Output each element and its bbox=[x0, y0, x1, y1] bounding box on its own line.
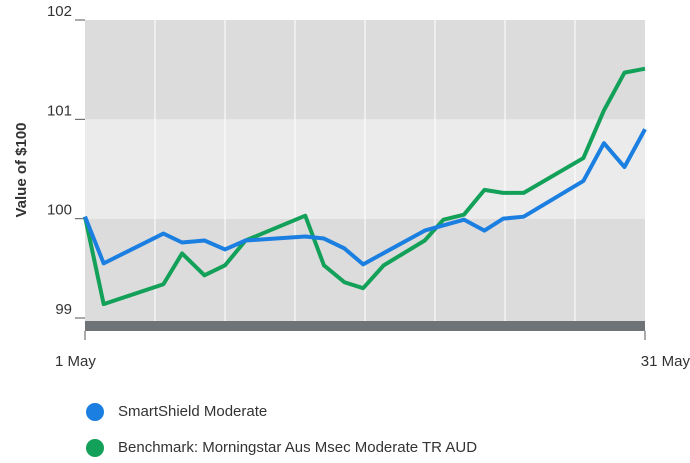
y-tick-label: 100 bbox=[47, 202, 72, 219]
y-axis-label: Value of $100 bbox=[13, 122, 30, 217]
legend-swatch bbox=[86, 439, 104, 457]
x-axis-bar bbox=[85, 321, 645, 331]
legend-label: Benchmark: Morningstar Aus Msec Moderate… bbox=[118, 439, 477, 456]
legend-label: SmartShield Moderate bbox=[118, 403, 267, 420]
y-tick-label: 99 bbox=[55, 301, 72, 318]
y-tick-label: 101 bbox=[47, 102, 72, 119]
y-tick-label: 102 bbox=[47, 3, 72, 20]
line bbox=[83, 66, 646, 307]
x-tick-label: 1 May bbox=[55, 353, 96, 370]
legend-swatch bbox=[86, 403, 104, 421]
line bbox=[83, 128, 647, 267]
x-tick-label: 31 May bbox=[641, 353, 690, 370]
